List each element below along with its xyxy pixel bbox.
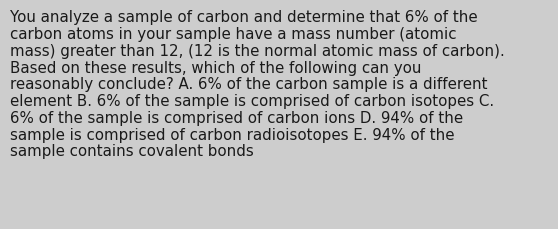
Text: sample is comprised of carbon radioisotopes E. 94% of the: sample is comprised of carbon radioisoto… [10,127,455,142]
Text: element B. 6% of the sample is comprised of carbon isotopes C.: element B. 6% of the sample is comprised… [10,94,494,109]
Text: carbon atoms in your sample have a mass number (atomic: carbon atoms in your sample have a mass … [10,27,456,42]
Text: Based on these results, which of the following can you: Based on these results, which of the fol… [10,60,421,75]
Text: mass) greater than 12, (12 is the normal atomic mass of carbon).: mass) greater than 12, (12 is the normal… [10,44,505,59]
Text: reasonably conclude? A. 6% of the carbon sample is a different: reasonably conclude? A. 6% of the carbon… [10,77,488,92]
Text: sample contains covalent bonds: sample contains covalent bonds [10,144,254,158]
Text: 6% of the sample is comprised of carbon ions D. 94% of the: 6% of the sample is comprised of carbon … [10,110,463,125]
Text: You analyze a sample of carbon and determine that 6% of the: You analyze a sample of carbon and deter… [10,10,478,25]
